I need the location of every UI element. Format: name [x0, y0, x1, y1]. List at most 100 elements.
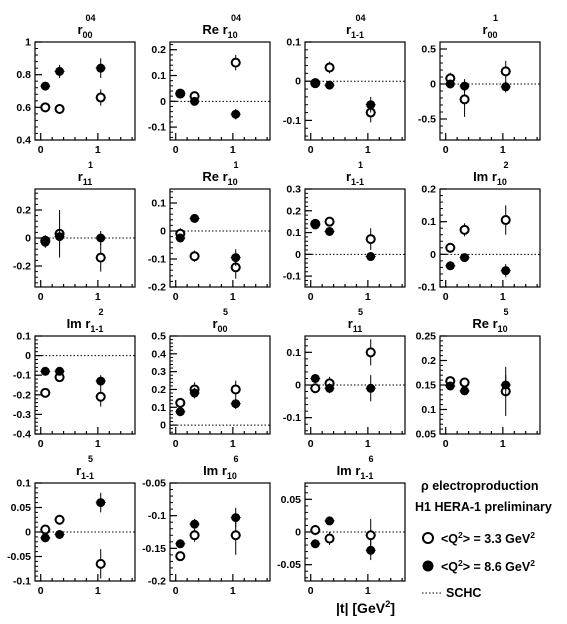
- data-point-closed: [366, 383, 376, 393]
- panel-title: r00: [212, 316, 227, 334]
- data-point-open: [95, 391, 106, 402]
- y-tick-label: 0.2: [151, 44, 166, 56]
- panel-title: r11: [78, 169, 93, 187]
- y-tick-label: 0: [295, 380, 301, 392]
- data-point-closed: [55, 366, 65, 376]
- plot-frame: [169, 188, 271, 288]
- y-tick-label: -0.2: [13, 389, 31, 401]
- panel-title: r11: [348, 316, 363, 334]
- data-point-open: [324, 533, 335, 544]
- data-point-closed: [231, 513, 241, 523]
- y-tick-label: 0.1: [421, 404, 436, 416]
- y-tick-label: 0.05: [416, 429, 437, 441]
- x-tick-label: 0: [173, 291, 179, 303]
- panel-title-superscript: 1: [493, 13, 498, 23]
- x-tick-label: 0: [443, 438, 449, 450]
- data-point-closed: [190, 519, 200, 529]
- y-tick-label: -0.2: [13, 261, 31, 273]
- panel-title: r00: [482, 22, 497, 40]
- chart-panel-13: r1-15 -0.1 -0.05 0 0.05 0.1 0 1: [7, 454, 136, 597]
- y-tick-label: -0.2: [148, 576, 166, 588]
- x-tick-label: 1: [500, 438, 506, 450]
- x-tick-label: 1: [365, 438, 371, 450]
- y-tick-label: 0.1: [286, 227, 301, 239]
- panel-title-superscript: 5: [223, 307, 228, 317]
- data-point-closed: [55, 66, 65, 76]
- panel-title-superscript: 1: [358, 160, 363, 170]
- x-tick-label: 1: [95, 144, 101, 156]
- panel-title-superscript: 2: [98, 307, 103, 317]
- y-tick-label: 0.2: [421, 184, 436, 196]
- panel-title-superscript: 04: [85, 13, 95, 23]
- data-point-closed: [231, 253, 241, 263]
- plot-frame: [439, 188, 541, 288]
- y-tick-label: -0.05: [142, 478, 166, 490]
- data-point-open: [95, 92, 106, 103]
- x-tick-label: 0: [38, 291, 44, 303]
- plot-frame: [34, 335, 136, 435]
- data-point-closed: [366, 100, 376, 110]
- data-point-closed: [55, 529, 65, 539]
- legend-open-label: <Q2> = 3.3 GeV2: [441, 530, 535, 546]
- data-point-open: [95, 252, 106, 263]
- legend: ρ electroproduction H1 HERA-1 preliminar…: [415, 479, 552, 600]
- y-tick-label: 0.6: [16, 102, 31, 114]
- data-point-closed: [40, 533, 50, 543]
- y-tick-label: 0.1: [16, 331, 31, 343]
- data-point-closed: [310, 220, 320, 230]
- x-tick-label: 0: [38, 144, 44, 156]
- data-point-closed: [325, 226, 335, 236]
- y-tick-label: 0: [25, 350, 31, 362]
- data-point-open: [189, 251, 200, 262]
- data-point-open: [459, 377, 470, 388]
- data-point-closed: [175, 539, 185, 549]
- y-tick-label: 0.1: [286, 37, 301, 49]
- y-tick-label: 0: [295, 76, 301, 88]
- x-tick-label: 1: [230, 438, 236, 450]
- y-tick-label: -0.4: [13, 429, 31, 441]
- data-point-open: [445, 242, 456, 253]
- panel-title: Re r10: [202, 169, 237, 187]
- panel-title-superscript: 5: [503, 307, 508, 317]
- data-point-open: [365, 530, 376, 541]
- y-tick-label: -0.2: [148, 282, 166, 294]
- y-tick-label: 0: [430, 79, 436, 91]
- plot-frame: [439, 41, 541, 141]
- data-point-closed: [190, 96, 200, 106]
- plot-frame: [34, 41, 136, 141]
- y-tick-label: 0: [295, 249, 301, 261]
- y-tick-label: -0.05: [7, 551, 31, 563]
- data-point-open: [324, 62, 335, 73]
- y-tick-label: 0: [25, 233, 31, 245]
- data-point-open: [189, 530, 200, 541]
- panel-title-superscript: 04: [231, 13, 241, 23]
- chart-panel-15: Im r1-16 -0.05 0 0.05 0 1: [277, 454, 406, 597]
- chart-panel-3: r1-104 -0.1 0 0.1 0 1: [283, 13, 406, 156]
- chart-panel-7: r1-11-0.100.10.20.30 1: [283, 160, 406, 303]
- y-tick-label: -0.15: [142, 543, 166, 555]
- data-point-closed: [55, 232, 65, 242]
- plot-frame: [169, 335, 271, 435]
- x-tick-label: 1: [230, 585, 236, 597]
- y-tick-label: 0: [160, 96, 166, 108]
- data-point-closed: [231, 399, 241, 409]
- y-tick-label: -0.5: [418, 114, 436, 126]
- data-point-closed: [40, 237, 50, 247]
- data-point-closed: [460, 81, 470, 91]
- y-tick-label: 0.2: [421, 355, 436, 367]
- panel-title-superscript: 1: [233, 160, 238, 170]
- data-point-closed: [40, 81, 50, 91]
- y-tick-label: 0: [295, 527, 301, 539]
- data-point-closed: [40, 366, 50, 376]
- data-point-closed: [325, 516, 335, 526]
- data-point-closed: [310, 373, 320, 383]
- panel-title: Im r1-1: [337, 463, 374, 481]
- data-point-closed: [96, 233, 106, 243]
- x-tick-label: 0: [308, 438, 314, 450]
- y-tick-label: -0.05: [277, 559, 301, 571]
